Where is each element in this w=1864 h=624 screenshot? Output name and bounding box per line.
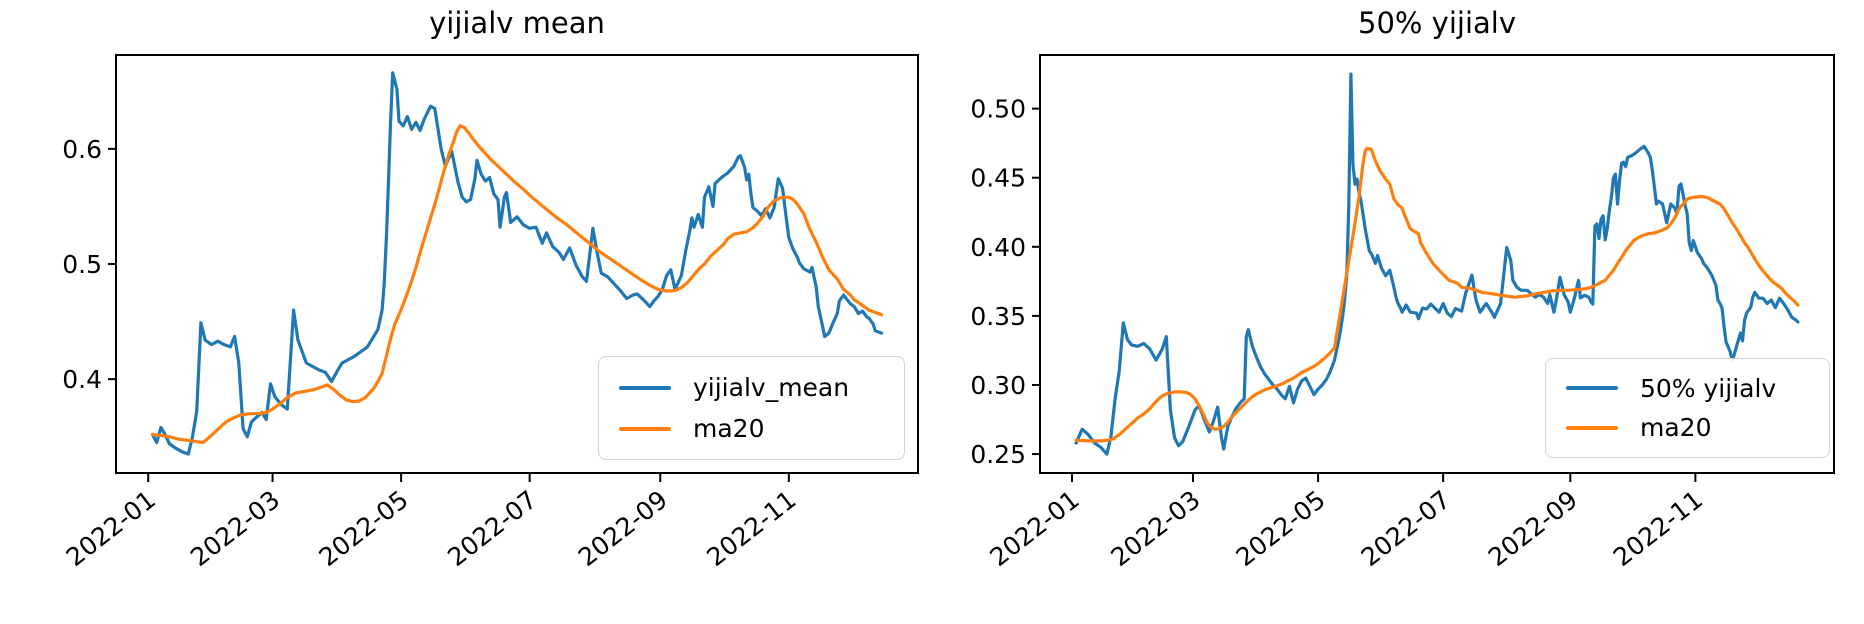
- x-tick-label: 2022-05: [1231, 485, 1331, 572]
- x-tick-label: 2022-03: [1105, 485, 1205, 572]
- legend-label: ma20: [1640, 413, 1712, 443]
- y-tick-label: 0.4: [62, 365, 102, 394]
- x-tick-label: 2022-07: [1356, 485, 1456, 572]
- legend-entry: ma20: [619, 414, 904, 443]
- legend-label: yijialv_mean: [693, 373, 850, 402]
- y-tick-label: 0.50: [970, 95, 1026, 124]
- legend-label: ma20: [693, 414, 765, 443]
- legend-right: 50% yijialv ma20: [1545, 358, 1830, 458]
- legend-entry: yijialv_mean: [619, 373, 904, 402]
- legend-line-sample-orange: [1566, 425, 1618, 430]
- x-tick-label: 2022-09: [1483, 485, 1583, 572]
- series-line-ma20: [1074, 146, 1800, 443]
- y-tick-label: 0.40: [970, 233, 1026, 262]
- y-tick-label: 0.25: [970, 440, 1026, 469]
- legend-entry: ma20: [1566, 413, 1829, 442]
- y-tick-label: 0.6: [62, 135, 102, 164]
- x-tick-label: 2022-11: [1608, 485, 1708, 572]
- legend-line-sample-blue: [1566, 386, 1618, 391]
- chart-title-right: 50% yijialv: [1358, 6, 1516, 40]
- legend-label: 50% yijialv: [1640, 373, 1777, 403]
- axes-frame: [1039, 54, 1835, 474]
- legend-left: yijialv_mean ma20: [598, 356, 905, 460]
- axes-frame: [115, 54, 919, 474]
- chart-title-left: yijialv mean: [429, 6, 605, 40]
- y-tick-label: 0.45: [970, 164, 1026, 193]
- y-tick-label: 0.30: [970, 371, 1026, 400]
- series-line-50-yijialv: [1074, 72, 1800, 456]
- y-tick-label: 0.5: [62, 250, 102, 279]
- legend-line-sample-blue: [619, 385, 671, 390]
- y-tick-label: 0.35: [970, 302, 1026, 331]
- legend-entry: 50% yijialv: [1566, 374, 1829, 403]
- legend-line-sample-orange: [619, 426, 671, 431]
- series-line-ma20: [150, 124, 884, 445]
- series-line-yijialv-mean: [150, 71, 884, 456]
- x-tick-label: 2022-01: [985, 485, 1085, 572]
